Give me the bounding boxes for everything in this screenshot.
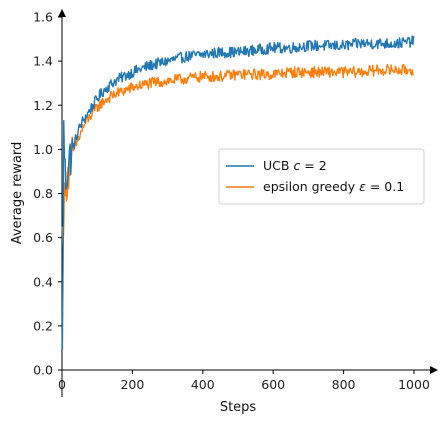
plot-area	[61, 35, 415, 350]
legend-label-epsilon: epsilon greedy ε = 0.1	[263, 179, 404, 194]
legend-label-epsilon-prefix: epsilon greedy	[263, 179, 359, 194]
x-axis-arrow	[430, 366, 438, 374]
legend-label-ucb-prefix: UCB	[263, 158, 293, 173]
y-tick-label: 1.2	[33, 98, 53, 113]
legend-label-ucb-suffix: = 2	[300, 158, 326, 173]
y-axis-label: Average reward	[10, 142, 25, 245]
y-tick-label: 0.2	[33, 318, 53, 333]
x-tick-label: 1000	[398, 377, 430, 392]
x-tick-label: 0	[58, 377, 66, 392]
legend: UCB c = 2 epsilon greedy ε = 0.1	[218, 148, 425, 205]
legend-frame	[218, 148, 425, 205]
y-tick-label: 1.6	[33, 10, 53, 25]
y-tick-label: 1.0	[33, 142, 53, 157]
legend-label-ucb-symbol: c	[293, 158, 300, 173]
x-tick-label: 400	[191, 377, 215, 392]
y-tick-label: 0.4	[33, 274, 53, 289]
y-tick-label: 0.8	[33, 186, 53, 201]
x-tick-label: 200	[120, 377, 144, 392]
legend-label-ucb: UCB c = 2	[263, 158, 327, 173]
ticks: 0 200 400 600 800 1000 0.0 0.2 0.4 0.6 0.8 1.0 1.2 1.…	[33, 10, 430, 393]
series-line-ucb	[61, 35, 415, 350]
x-tick-label: 600	[261, 377, 285, 392]
y-axis-arrow	[58, 9, 66, 17]
legend-label-epsilon-symbol: ε	[359, 179, 366, 194]
y-tick-label: 0.6	[33, 230, 53, 245]
x-tick-label: 800	[332, 377, 356, 392]
y-tick-label: 0.0	[33, 363, 53, 378]
y-tick-label: 1.4	[33, 54, 53, 69]
x-axis-label: Steps	[220, 400, 257, 415]
legend-label-epsilon-suffix: = 0.1	[366, 179, 404, 194]
series-line-epsilon-greedy	[61, 63, 414, 247]
